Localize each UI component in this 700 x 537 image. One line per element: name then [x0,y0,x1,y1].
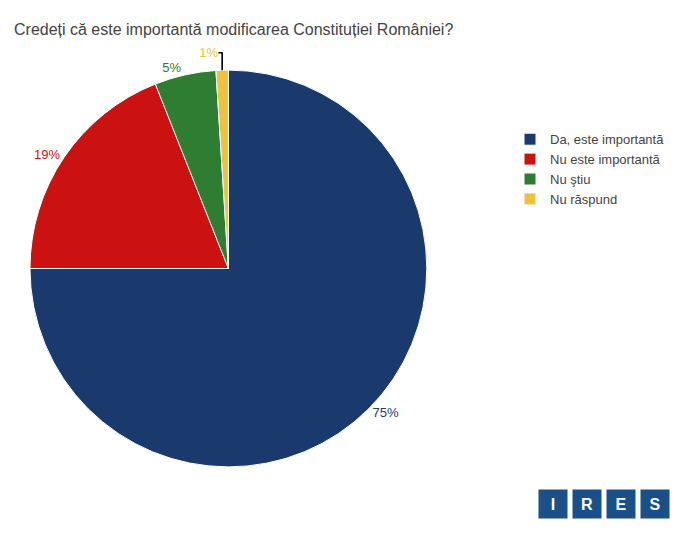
svg-text:1%: 1% [199,45,218,60]
svg-text:Nu răspund: Nu răspund [550,192,617,207]
svg-text:Credeți că este importantă mod: Credeți că este importantă modificarea C… [14,21,453,38]
svg-text:5%: 5% [162,60,181,75]
svg-text:19%: 19% [34,147,60,162]
svg-text:75%: 75% [372,405,398,420]
svg-text:Nu este importantă: Nu este importantă [550,152,661,167]
svg-text:E: E [616,496,627,513]
svg-text:I: I [551,496,555,513]
svg-text:S: S [650,496,661,513]
svg-text:Da, este importantă: Da, este importantă [550,132,664,147]
svg-text:Nu ştiu: Nu ştiu [550,172,590,187]
svg-text:R: R [581,496,593,513]
